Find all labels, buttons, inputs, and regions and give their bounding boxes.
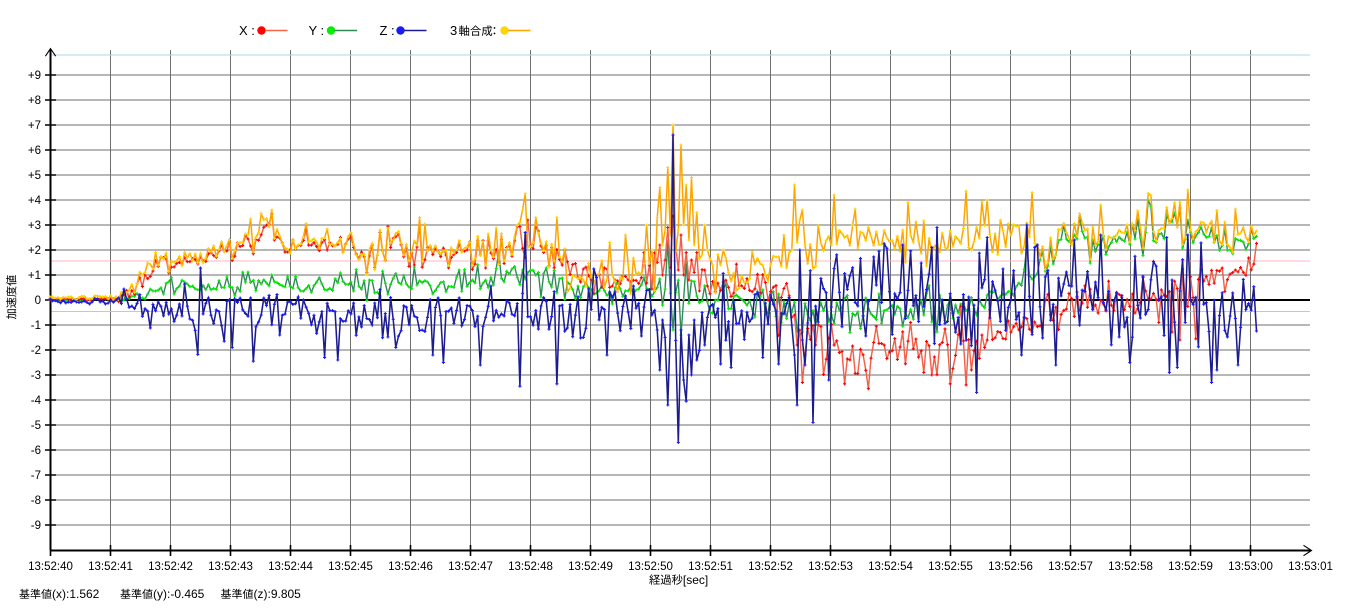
svg-text:13:52:45: 13:52:45 <box>328 561 373 573</box>
svg-text:13:52:41: 13:52:41 <box>88 561 133 573</box>
svg-text:+1: +1 <box>28 270 41 282</box>
svg-text:3: 3 <box>450 23 457 38</box>
svg-text:+6: +6 <box>28 145 41 157</box>
svg-text:13:52:53: 13:52:53 <box>808 561 853 573</box>
svg-text:13:52:42: 13:52:42 <box>148 561 193 573</box>
svg-text:13:52:54: 13:52:54 <box>868 561 913 573</box>
svg-text:+8: +8 <box>28 95 41 107</box>
svg-text:13:52:57: 13:52:57 <box>1048 561 1093 573</box>
svg-text:-1: -1 <box>31 320 41 332</box>
svg-text:(x):1.562: (x):1.562 <box>52 587 100 601</box>
svg-text:-4: -4 <box>31 395 42 407</box>
svg-text:(z):9.805: (z):9.805 <box>254 587 302 601</box>
svg-text:-6: -6 <box>31 445 41 457</box>
svg-text:13:52:50: 13:52:50 <box>628 561 673 573</box>
svg-text:13:52:48: 13:52:48 <box>508 561 553 573</box>
svg-text:+2: +2 <box>28 245 41 257</box>
svg-text:+5: +5 <box>28 170 41 182</box>
svg-text:[sec]: [sec] <box>683 573 708 587</box>
svg-text:13:52:46: 13:52:46 <box>388 561 433 573</box>
svg-text:13:52:44: 13:52:44 <box>268 561 313 573</box>
svg-text:-7: -7 <box>31 470 41 482</box>
svg-text:13:52:47: 13:52:47 <box>448 561 493 573</box>
svg-text:Z :: Z : <box>380 23 395 38</box>
svg-text:-8: -8 <box>31 495 41 507</box>
svg-text:13:52:56: 13:52:56 <box>988 561 1033 573</box>
svg-text:-3: -3 <box>31 370 41 382</box>
svg-text:13:52:43: 13:52:43 <box>208 561 253 573</box>
svg-text:13:53:00: 13:53:00 <box>1228 561 1273 573</box>
svg-text:13:53:01: 13:53:01 <box>1288 561 1333 573</box>
svg-text:-5: -5 <box>31 420 41 432</box>
svg-text:13:52:59: 13:52:59 <box>1168 561 1213 573</box>
svg-text:13:52:40: 13:52:40 <box>28 561 73 573</box>
svg-text:Y :: Y : <box>309 23 325 38</box>
svg-text:13:52:58: 13:52:58 <box>1108 561 1153 573</box>
svg-text:13:52:49: 13:52:49 <box>568 561 613 573</box>
svg-text:-2: -2 <box>31 345 41 357</box>
svg-text:(y):-0.465: (y):-0.465 <box>153 587 205 601</box>
svg-text:13:52:51: 13:52:51 <box>688 561 733 573</box>
svg-text:13:52:52: 13:52:52 <box>748 561 793 573</box>
svg-text:0: 0 <box>35 295 41 307</box>
svg-text:13:52:55: 13:52:55 <box>928 561 973 573</box>
svg-text:+9: +9 <box>28 70 41 82</box>
svg-text:+7: +7 <box>28 120 41 132</box>
svg-text:X :: X : <box>239 23 255 38</box>
svg-text:+3: +3 <box>28 220 41 232</box>
svg-text:-9: -9 <box>31 520 41 532</box>
svg-text:+4: +4 <box>28 195 42 207</box>
